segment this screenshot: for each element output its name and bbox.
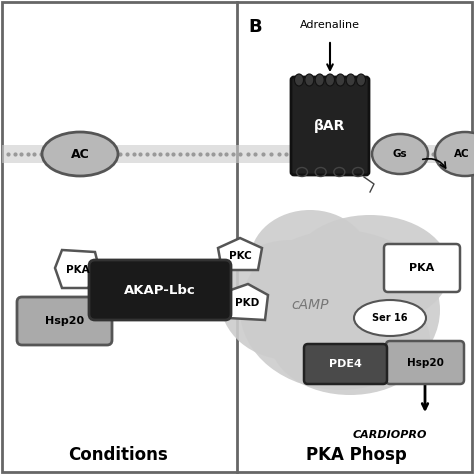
Ellipse shape — [305, 74, 314, 86]
Text: AC: AC — [71, 147, 90, 161]
Ellipse shape — [326, 74, 335, 86]
Ellipse shape — [250, 210, 370, 310]
Text: Hsp20: Hsp20 — [45, 316, 84, 326]
FancyBboxPatch shape — [386, 341, 464, 384]
Text: PKD: PKD — [235, 298, 259, 308]
Ellipse shape — [270, 285, 430, 395]
FancyBboxPatch shape — [237, 145, 327, 163]
Text: cAMP: cAMP — [291, 298, 329, 312]
Ellipse shape — [315, 74, 324, 86]
Ellipse shape — [435, 132, 474, 176]
FancyArrowPatch shape — [423, 159, 446, 168]
Text: Hsp20: Hsp20 — [407, 357, 444, 367]
Text: Gs: Gs — [392, 149, 407, 159]
Ellipse shape — [220, 240, 360, 360]
Text: PKA: PKA — [410, 263, 435, 273]
FancyBboxPatch shape — [304, 344, 387, 384]
Text: PKA: PKA — [66, 265, 90, 275]
Polygon shape — [55, 250, 100, 288]
Text: B: B — [248, 18, 262, 36]
Ellipse shape — [240, 230, 440, 390]
Text: βAR: βAR — [314, 119, 346, 133]
Text: CARDIOPRO: CARDIOPRO — [353, 430, 427, 440]
Ellipse shape — [372, 134, 428, 174]
Ellipse shape — [42, 132, 118, 176]
Text: Ser 16: Ser 16 — [372, 313, 408, 323]
Text: AKAP-Lbc: AKAP-Lbc — [124, 283, 196, 297]
Ellipse shape — [354, 300, 426, 336]
FancyBboxPatch shape — [400, 145, 472, 163]
FancyBboxPatch shape — [384, 244, 460, 292]
FancyBboxPatch shape — [291, 77, 369, 175]
FancyBboxPatch shape — [89, 260, 231, 320]
Text: AC: AC — [454, 149, 470, 159]
Ellipse shape — [294, 74, 303, 86]
Text: Conditions: Conditions — [68, 446, 168, 464]
Ellipse shape — [336, 74, 345, 86]
Polygon shape — [218, 238, 262, 270]
FancyBboxPatch shape — [17, 297, 112, 345]
Text: PKA Phosp: PKA Phosp — [306, 446, 406, 464]
Text: PDE4: PDE4 — [329, 359, 362, 369]
Polygon shape — [225, 284, 268, 320]
Ellipse shape — [356, 74, 365, 86]
Ellipse shape — [346, 74, 355, 86]
FancyBboxPatch shape — [2, 145, 237, 163]
Ellipse shape — [290, 215, 450, 325]
Text: Adrenaline: Adrenaline — [300, 20, 360, 30]
Text: PKC: PKC — [228, 251, 251, 261]
